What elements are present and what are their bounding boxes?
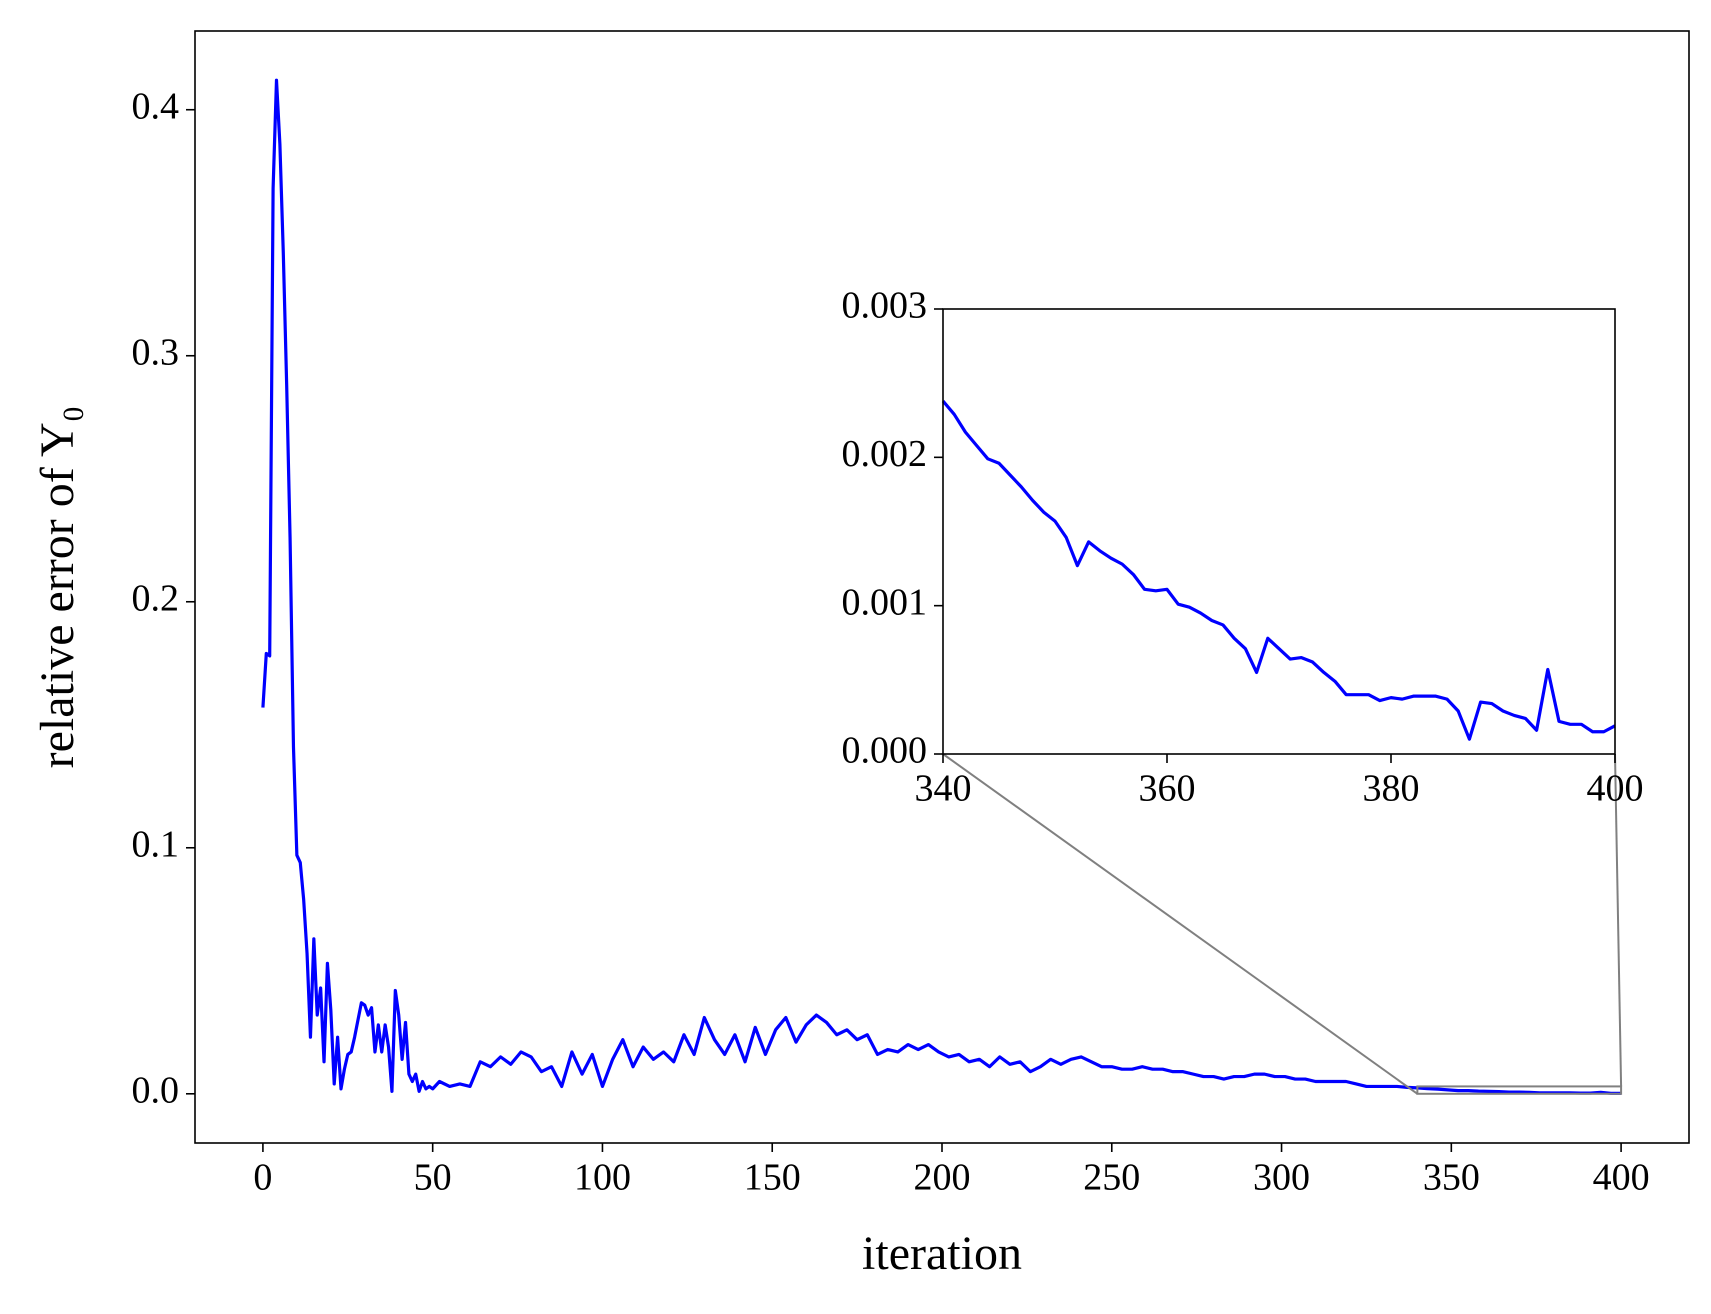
y-tick-label: 0.0 <box>132 1070 180 1112</box>
zoom-indicator <box>1416 1085 1623 1095</box>
y-tick-label: 0.000 <box>842 730 928 772</box>
x-tick-label: 50 <box>414 1157 452 1199</box>
y-tick-label: 0.4 <box>132 85 180 127</box>
y-tick-label: 0.002 <box>842 433 928 475</box>
zoom-connector <box>942 753 1418 1095</box>
x-tick-label: 150 <box>744 1157 801 1199</box>
x-tick-label: 400 <box>1593 1157 1650 1199</box>
x-tick-label: 400 <box>1587 768 1644 810</box>
x-tick-label: 200 <box>914 1157 971 1199</box>
y-tick-label: 0.3 <box>132 331 180 373</box>
axes-frame <box>942 308 1616 755</box>
y-tick-label: 0.2 <box>132 577 180 619</box>
x-tick-label: 360 <box>1139 768 1196 810</box>
data-line <box>261 78 1622 1095</box>
data-line <box>941 399 1616 741</box>
zoom-connector <box>1614 753 1623 1087</box>
y-tick-label: 0.1 <box>132 823 180 865</box>
x-axis-label: iteration <box>862 1227 1022 1280</box>
x-tick-label: 250 <box>1083 1157 1140 1199</box>
x-tick-label: 300 <box>1253 1157 1310 1199</box>
y-tick-label: 0.003 <box>842 285 928 327</box>
x-tick-label: 380 <box>1363 768 1420 810</box>
x-tick-label: 100 <box>574 1157 631 1199</box>
x-tick-label: 350 <box>1423 1157 1480 1199</box>
x-tick-label: 340 <box>915 768 972 810</box>
y-tick-label: 0.001 <box>842 581 928 623</box>
y-axis-label: relative error of Y₀ <box>31 406 84 769</box>
plot-area <box>943 309 1615 754</box>
x-tick-label: 0 <box>253 1157 272 1199</box>
